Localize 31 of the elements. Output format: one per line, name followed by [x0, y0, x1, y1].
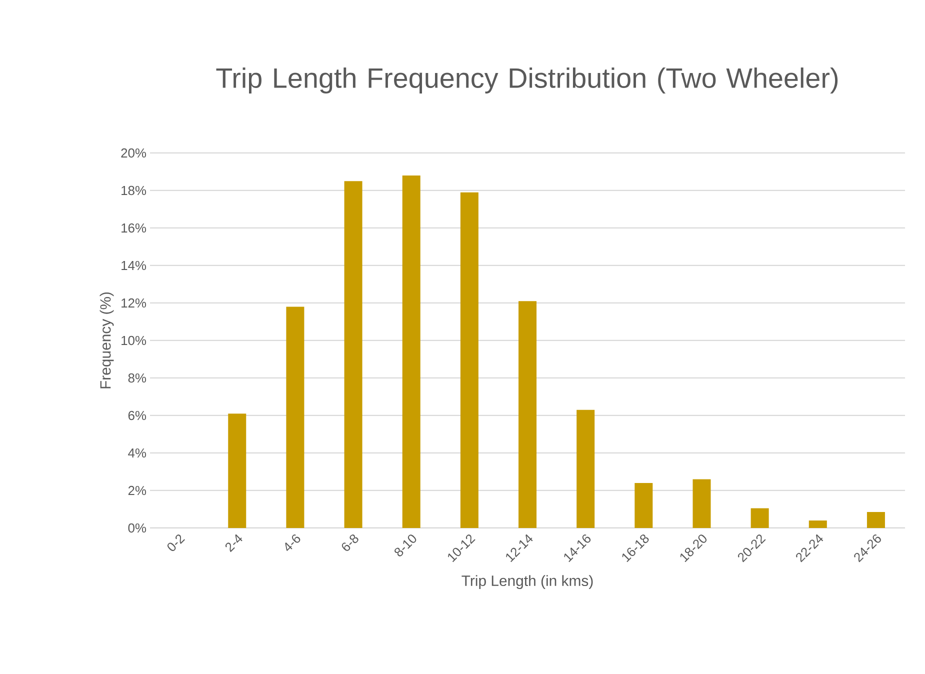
- y-tick-label: 18%: [122, 186, 146, 196]
- x-tick-label: 4-6: [285, 534, 300, 551]
- x-tick-label: 0-2: [167, 534, 185, 552]
- bar: [866, 512, 885, 528]
- x-tick-label: 2-4: [225, 534, 242, 552]
- y-tick-label: 0%: [128, 523, 146, 533]
- bar: [344, 181, 362, 528]
- bar: [692, 479, 711, 528]
- y-tick-label: 14%: [122, 260, 146, 270]
- x-tick-label: 8-10: [394, 534, 416, 556]
- bar: [402, 175, 420, 528]
- y-tick-label: 4%: [128, 448, 146, 458]
- y-tick-label: 2%: [128, 486, 146, 496]
- bar: [750, 508, 769, 528]
- bar: [634, 482, 653, 528]
- y-tick-label: 16%: [122, 223, 146, 233]
- x-tick-label: 6-8: [342, 534, 358, 551]
- y-axis-title: Frequency (%): [100, 292, 114, 388]
- y-tick-label: 10%: [122, 336, 146, 346]
- bar: [228, 414, 246, 528]
- y-tick-label: 12%: [122, 298, 146, 308]
- bar: [460, 192, 478, 528]
- y-tick-label: 8%: [128, 373, 146, 383]
- bar: [518, 301, 537, 528]
- chart-title: Trip Length Frequency Distribution (Two Wheeler): [216, 67, 838, 94]
- x-axis-title: Trip Length (in kms): [462, 575, 593, 590]
- bar: [576, 410, 595, 528]
- y-tick-label: 20%: [121, 148, 146, 158]
- y-tick-label: 6%: [128, 410, 146, 420]
- bar: [808, 520, 827, 528]
- bar: [286, 306, 304, 528]
